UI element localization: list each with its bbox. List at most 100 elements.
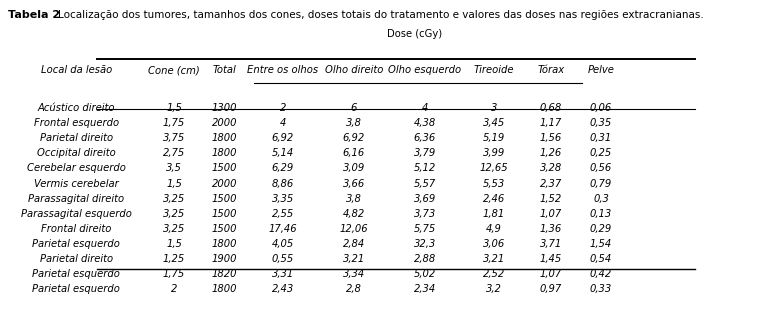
Text: 12,65: 12,65 — [479, 163, 509, 174]
Text: 1500: 1500 — [212, 224, 237, 234]
Text: 2,88: 2,88 — [414, 254, 436, 264]
Text: Tabela 2: Tabela 2 — [8, 10, 60, 20]
Text: 17,46: 17,46 — [269, 224, 297, 234]
Text: 1,5: 1,5 — [166, 103, 182, 113]
Text: 0,25: 0,25 — [590, 148, 612, 158]
Text: 6,92: 6,92 — [343, 133, 365, 143]
Text: 2,52: 2,52 — [483, 269, 505, 279]
Text: 4: 4 — [422, 103, 428, 113]
Text: 1,07: 1,07 — [540, 209, 562, 219]
Text: Occipital direito: Occipital direito — [37, 148, 116, 158]
Text: Parietal esquerdo: Parietal esquerdo — [32, 269, 120, 279]
Text: 1900: 1900 — [212, 254, 237, 264]
Text: 2,43: 2,43 — [272, 284, 294, 295]
Text: 3,21: 3,21 — [343, 254, 365, 264]
Text: 1,26: 1,26 — [540, 148, 562, 158]
Text: Tórax: Tórax — [537, 65, 564, 75]
Text: Parietal esquerdo: Parietal esquerdo — [32, 239, 120, 249]
Text: 3,8: 3,8 — [346, 194, 362, 204]
Text: Parassagital direito: Parassagital direito — [29, 194, 124, 204]
Text: 0,42: 0,42 — [590, 269, 612, 279]
Text: 2000: 2000 — [212, 178, 237, 189]
Text: 5,53: 5,53 — [483, 178, 505, 189]
Text: 6,92: 6,92 — [272, 133, 294, 143]
Text: 3,35: 3,35 — [272, 194, 294, 204]
Text: 1,07: 1,07 — [540, 269, 562, 279]
Text: 3,25: 3,25 — [163, 194, 185, 204]
Text: 2,46: 2,46 — [483, 194, 505, 204]
Text: Dose (cGy): Dose (cGy) — [387, 29, 442, 39]
Text: Pelve: Pelve — [587, 65, 615, 75]
Text: Entre os olhos: Entre os olhos — [247, 65, 319, 75]
Text: 3,45: 3,45 — [483, 118, 505, 128]
Text: 32,3: 32,3 — [414, 239, 436, 249]
Text: 1,5: 1,5 — [166, 178, 182, 189]
Text: Olho direito: Olho direito — [325, 65, 383, 75]
Text: Cerebelar esquerdo: Cerebelar esquerdo — [27, 163, 126, 174]
Text: 1,75: 1,75 — [163, 118, 185, 128]
Text: 5,12: 5,12 — [414, 163, 436, 174]
Text: 3,73: 3,73 — [414, 209, 436, 219]
Text: 4: 4 — [279, 118, 286, 128]
Text: 1500: 1500 — [212, 163, 237, 174]
Text: 3,66: 3,66 — [343, 178, 365, 189]
Text: Frontal direito: Frontal direito — [41, 224, 112, 234]
Text: 0,33: 0,33 — [590, 284, 612, 295]
Text: 0,97: 0,97 — [540, 284, 562, 295]
Text: Local da lesão: Local da lesão — [41, 65, 112, 75]
Text: 1,45: 1,45 — [540, 254, 562, 264]
Text: 0,31: 0,31 — [590, 133, 612, 143]
Text: 1500: 1500 — [212, 209, 237, 219]
Text: 0,55: 0,55 — [272, 254, 294, 264]
Text: 3,25: 3,25 — [163, 224, 185, 234]
Text: 1,56: 1,56 — [540, 133, 562, 143]
Text: 1500: 1500 — [212, 194, 237, 204]
Text: 0,13: 0,13 — [590, 209, 612, 219]
Text: 8,86: 8,86 — [272, 178, 294, 189]
Text: 5,75: 5,75 — [414, 224, 436, 234]
Text: 4,05: 4,05 — [272, 239, 294, 249]
Text: 4,82: 4,82 — [343, 209, 365, 219]
Text: Tireoide: Tireoide — [474, 65, 514, 75]
Text: 0,56: 0,56 — [590, 163, 612, 174]
Text: 0,29: 0,29 — [590, 224, 612, 234]
Text: 3,8: 3,8 — [346, 118, 362, 128]
Text: Parietal direito: Parietal direito — [40, 254, 113, 264]
Text: 1,25: 1,25 — [163, 254, 185, 264]
Text: 1820: 1820 — [212, 269, 237, 279]
Text: 3,2: 3,2 — [486, 284, 502, 295]
Text: 1800: 1800 — [212, 133, 237, 143]
Text: 2: 2 — [171, 284, 178, 295]
Text: 3,25: 3,25 — [163, 209, 185, 219]
Text: 5,57: 5,57 — [414, 178, 436, 189]
Text: 3,5: 3,5 — [166, 163, 182, 174]
Text: 0,35: 0,35 — [590, 118, 612, 128]
Text: 1,81: 1,81 — [483, 209, 505, 219]
Text: 2: 2 — [279, 103, 286, 113]
Text: 1,5: 1,5 — [166, 239, 182, 249]
Text: Vermis cerebelar: Vermis cerebelar — [34, 178, 119, 189]
Text: 4,9: 4,9 — [486, 224, 502, 234]
Text: 1,75: 1,75 — [163, 269, 185, 279]
Text: 0,06: 0,06 — [590, 103, 612, 113]
Text: 1800: 1800 — [212, 239, 237, 249]
Text: 5,19: 5,19 — [483, 133, 505, 143]
Text: Cone (cm): Cone (cm) — [148, 65, 200, 75]
Text: Parietal direito: Parietal direito — [40, 133, 113, 143]
Text: 12,06: 12,06 — [340, 224, 368, 234]
Text: Olho esquerdo: Olho esquerdo — [388, 65, 462, 75]
Text: 3,31: 3,31 — [272, 269, 294, 279]
Text: Parietal esquerdo: Parietal esquerdo — [32, 284, 120, 295]
Text: 5,14: 5,14 — [272, 148, 294, 158]
Text: 3,28: 3,28 — [540, 163, 562, 174]
Text: 3: 3 — [491, 103, 497, 113]
Text: 3,71: 3,71 — [540, 239, 562, 249]
Text: 0,3: 0,3 — [593, 194, 609, 204]
Text: 2000: 2000 — [212, 118, 237, 128]
Text: 1300: 1300 — [212, 103, 237, 113]
Text: 2,75: 2,75 — [163, 148, 185, 158]
Text: 6,29: 6,29 — [272, 163, 294, 174]
Text: 1,17: 1,17 — [540, 118, 562, 128]
Text: Acústico direito: Acústico direito — [38, 103, 115, 113]
Text: Parassagital esquerdo: Parassagital esquerdo — [21, 209, 132, 219]
